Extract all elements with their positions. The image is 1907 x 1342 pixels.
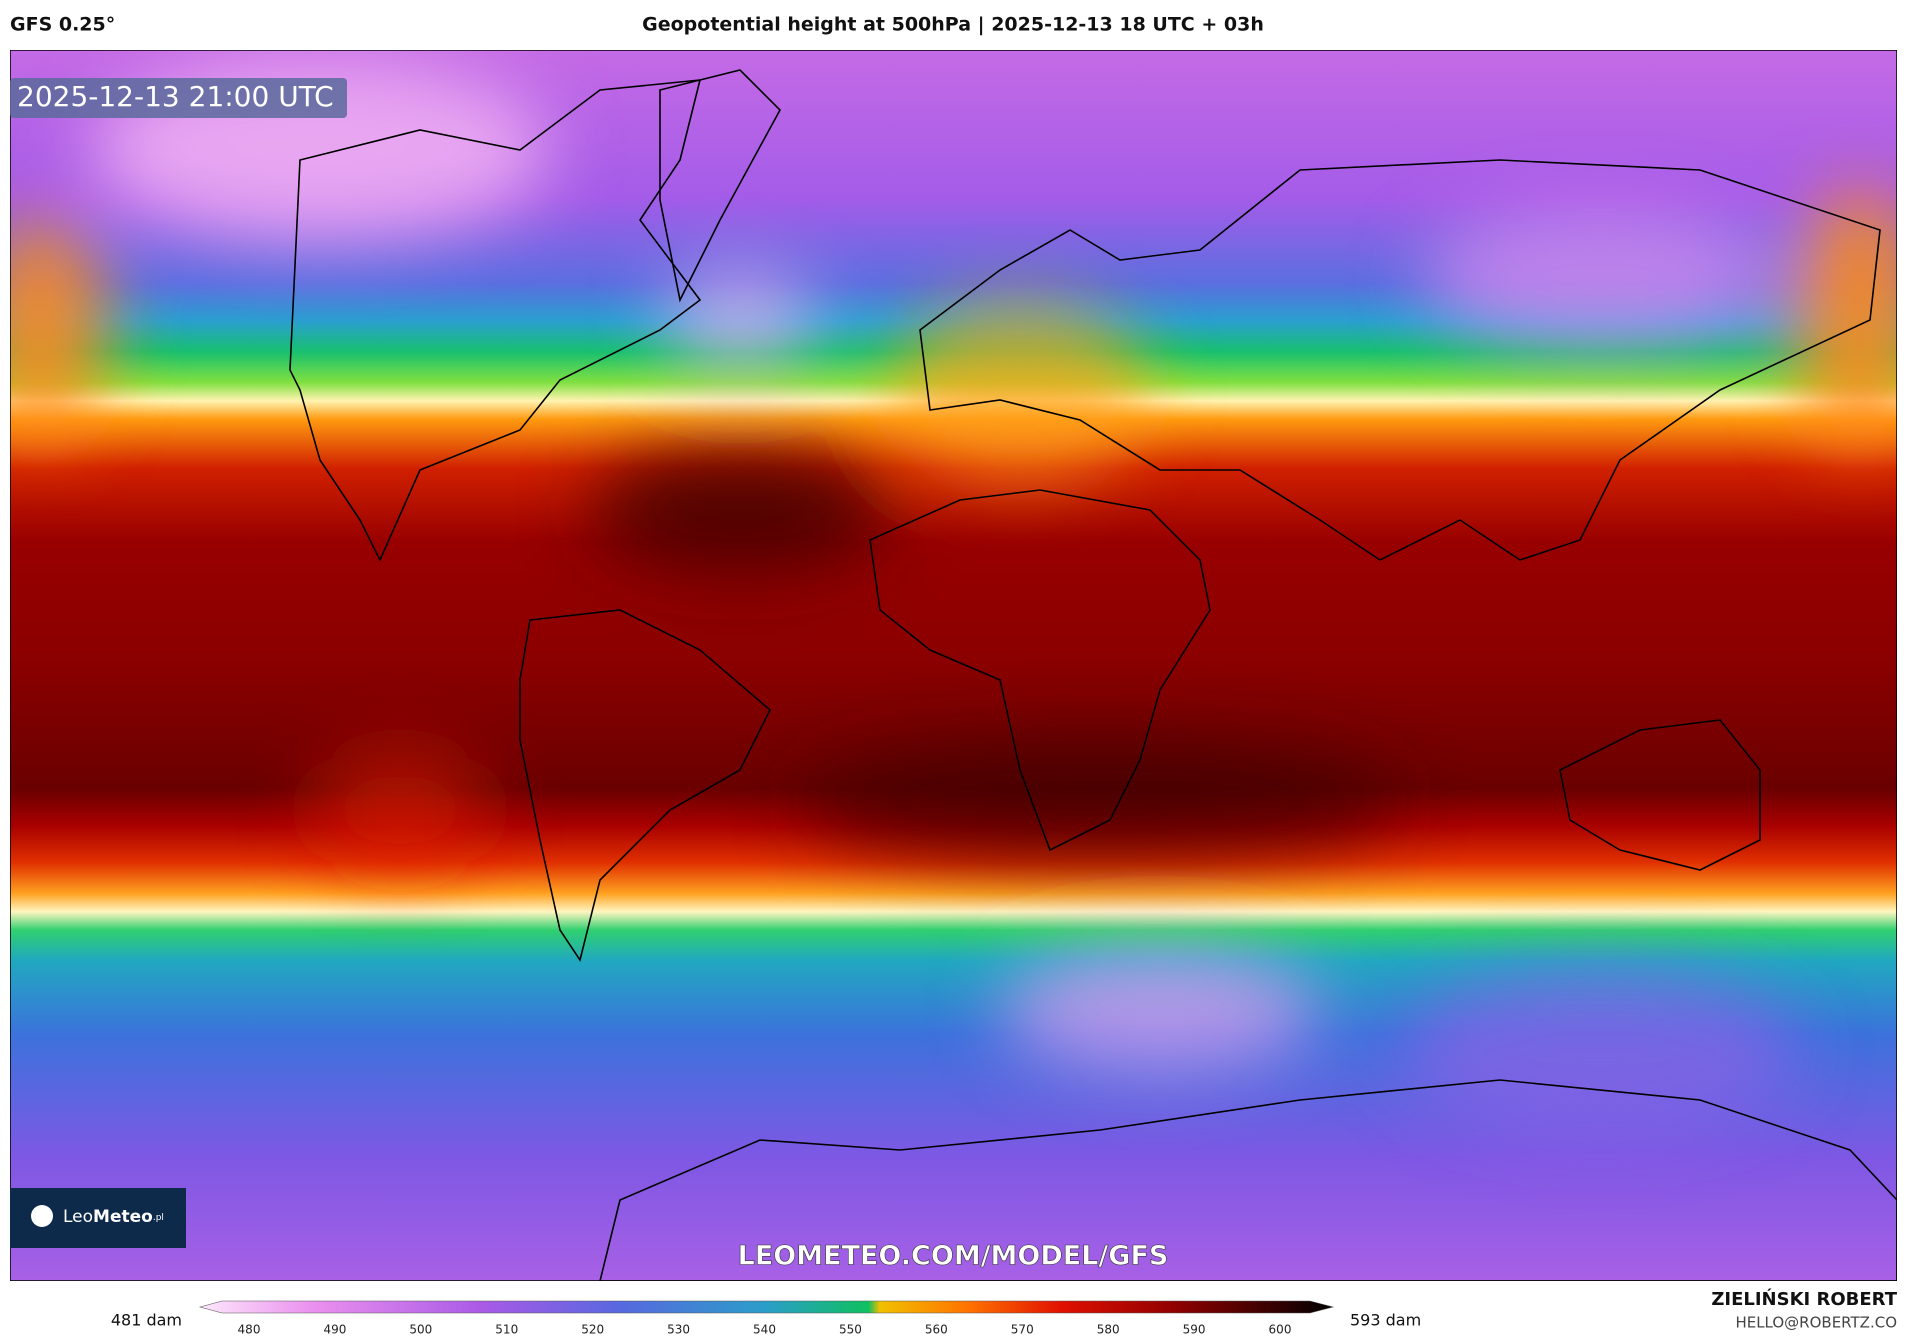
map-field: [10, 50, 1897, 1281]
colorbar-tick-label: 480: [238, 1323, 261, 1337]
model-label: GFS 0.25°: [10, 14, 115, 36]
colorbar: [198, 1300, 1335, 1314]
logo-text: LeoMeteo.pl: [63, 1207, 164, 1227]
logo-suffix: .pl: [153, 1213, 164, 1223]
field-variation: [10, 60, 1897, 1130]
colorbar-tick-label: 500: [409, 1323, 432, 1337]
colorbar-min-label: 481 dam: [111, 1311, 182, 1330]
colorbar-tick-label: 590: [1183, 1323, 1206, 1337]
colorbar-tick-label: 530: [667, 1323, 690, 1337]
colorbar-ticks: 480 490 500 510 520 530 540 550 560 570 580 590 600: [238, 1323, 1292, 1337]
timestamp: 2025-12-13 21:00 UTC: [17, 80, 334, 113]
logo-name: Leo: [63, 1207, 93, 1227]
coastlines: [289, 69, 1897, 1281]
colorbar-tick-label: 560: [925, 1323, 948, 1337]
colorbar-max-label: 593 dam: [1350, 1311, 1421, 1330]
colorbar-tick-label: 490: [323, 1323, 346, 1337]
email: HELLO@ROBERTZ.CO: [1735, 1314, 1897, 1332]
colorbar-tick-label: 600: [1269, 1323, 1292, 1337]
watermark: LEOMETEO.COM/MODEL/GFS: [738, 1241, 1169, 1272]
author: ZIELIŃSKI ROBERT: [1711, 1288, 1897, 1310]
logo-name-bold: Meteo: [93, 1207, 153, 1227]
colorbar-tick-label: 580: [1097, 1323, 1120, 1337]
colorbar-tick-label: 550: [839, 1323, 862, 1337]
colorbar-tick-label: 520: [581, 1323, 604, 1337]
timestamp-box: [10, 78, 347, 118]
colorbar-tick-label: 510: [495, 1323, 518, 1337]
colorbar-tick-label: 540: [753, 1323, 776, 1337]
colorbar-tick-label: 570: [1011, 1323, 1034, 1337]
logo-sun: [31, 1205, 53, 1227]
map-title: Geopotential height at 500hPa | 2025-12-…: [642, 14, 1264, 36]
